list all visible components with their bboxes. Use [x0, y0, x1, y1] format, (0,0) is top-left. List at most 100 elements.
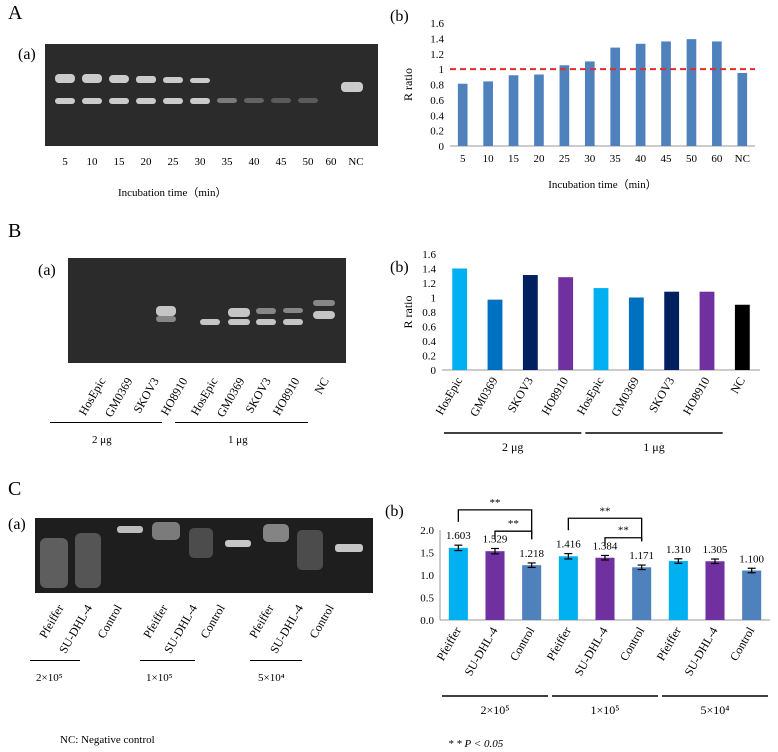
x-tick-label: Control — [507, 624, 538, 663]
x-tick-label: 5 — [460, 153, 466, 165]
gel-b-bands — [156, 300, 335, 325]
bar — [712, 41, 722, 147]
bar — [584, 61, 595, 146]
gel-image-c — [35, 518, 373, 593]
lane-label: HO8910 — [157, 375, 191, 418]
bar — [559, 65, 570, 146]
y-tick-label: 2.0 — [420, 525, 434, 537]
lane-label: 35 — [221, 156, 233, 168]
significance-note: * * P < 0.05 — [448, 738, 504, 750]
group-underline — [175, 422, 308, 423]
chart-c-ratio: (b) 0.0 0.5 1.0 1.5 2.0 1.603 Pfeiffer 1.529 SU-D… — [385, 497, 770, 717]
data-label: 1.218 — [519, 548, 544, 560]
bar — [668, 561, 688, 620]
lane-label: 15 — [113, 156, 125, 168]
panel-letter-a: A — [8, 2, 23, 24]
data-label: 1.100 — [739, 553, 764, 565]
y-tick-label: 0.8 — [430, 80, 444, 92]
bar — [487, 299, 503, 370]
bar — [686, 39, 697, 146]
gel-a-label: (a) — [18, 46, 36, 63]
bar — [632, 567, 652, 620]
lane-label: Pfeiffer — [139, 602, 171, 641]
bar — [734, 304, 750, 370]
bar — [448, 547, 468, 620]
lane-label: SU-DHL-4 — [161, 602, 201, 656]
gel-b-group-2: 1 μg — [228, 434, 248, 446]
x-tick-label: HO8910 — [538, 375, 571, 418]
lane-label: 30 — [194, 156, 206, 168]
bar — [737, 72, 748, 146]
x-tick-label: 15 — [508, 153, 520, 165]
lane-label: GM0369 — [213, 375, 248, 420]
panel-letter-b: B — [8, 220, 22, 242]
x-tick-label: 45 — [661, 153, 673, 165]
group-label: 2 μg — [502, 440, 523, 454]
lane-label: 20 — [140, 156, 152, 168]
x-tick-label: SKOV3 — [646, 375, 677, 415]
y-tick-label: 0.4 — [422, 336, 436, 348]
x-tick-label: NC — [727, 375, 747, 396]
data-label: 1.529 — [483, 533, 508, 545]
y-tick-label: 0.6 — [430, 95, 444, 107]
lane-label: SU-DHL-4 — [56, 602, 96, 656]
lane-label: Pfeiffer — [245, 602, 277, 641]
chart-panel-label: (b) — [385, 503, 404, 520]
group-underline — [30, 660, 80, 661]
y-tick-label: 0 — [439, 141, 445, 153]
y-tick-label: 1.0 — [420, 570, 434, 582]
panel-letter-c: C — [8, 478, 22, 500]
x-axis-label: Incubation time（min） — [548, 178, 656, 191]
y-tick-label: 1 — [431, 293, 437, 305]
x-tick-label: 40 — [635, 153, 647, 165]
bar — [558, 277, 574, 370]
x-tick-label: SU-DHL-4 — [681, 625, 720, 679]
y-tick-label: 0.2 — [430, 126, 444, 138]
lane-label: 10 — [86, 156, 98, 168]
bar — [558, 556, 578, 620]
group-label: 5×10⁴ — [701, 703, 730, 717]
y-tick-label: 0.5 — [420, 593, 434, 605]
bar — [457, 83, 468, 146]
bar — [699, 291, 715, 370]
chart-a-ratio: (b) R ratio 0 0.2 0.4 0.6 0.8 1 1.2 1.4 1.6 5 10 15 20… — [390, 8, 755, 191]
group-underline — [50, 422, 162, 423]
significance-bracket — [604, 537, 643, 546]
significance-bracket — [457, 509, 533, 540]
data-label: 1.310 — [666, 544, 691, 556]
data-label: 1.171 — [629, 550, 654, 562]
bar — [534, 74, 544, 146]
x-tick-label: 20 — [533, 153, 545, 165]
gel-a-lanes: 5 10 15 20 25 30 35 40 45 50 60 NC — [45, 156, 378, 170]
data-label: 1.416 — [556, 539, 581, 551]
data-label: 1.603 — [446, 530, 471, 542]
y-tick-label: 1.2 — [430, 49, 444, 61]
lane-label: HO8910 — [269, 375, 303, 418]
significance-bracket — [494, 530, 533, 540]
y-tick-label: 0.2 — [422, 351, 436, 363]
lane-label: SKOV3 — [242, 375, 275, 416]
gel-c-group-2: 1×10⁵ — [146, 672, 173, 684]
gel-c-group-3: 5×10⁴ — [258, 672, 285, 684]
nc-note: NC: Negative control — [60, 734, 155, 746]
lane-label: SU-DHL-4 — [267, 602, 307, 656]
gel-c-label: (a) — [8, 516, 26, 533]
x-tick-label: HosEpic — [432, 375, 465, 418]
lane-label: Control — [94, 602, 126, 641]
x-tick-label: 10 — [483, 153, 495, 165]
gel-b-group-1: 2 μg — [92, 434, 112, 446]
bar — [635, 43, 646, 146]
x-tick-label: GM0369 — [467, 375, 501, 420]
bar — [661, 41, 671, 147]
gel-a-xaxis: Incubation time（min） — [118, 187, 227, 199]
y-tick-label: 0.8 — [422, 307, 436, 319]
bar — [593, 288, 609, 370]
x-tick-label: Pfeiffer — [544, 625, 574, 664]
x-tick-label: Control — [727, 624, 758, 663]
gel-image-b — [68, 258, 346, 363]
y-tick-label: 1.4 — [430, 33, 444, 45]
bar — [705, 561, 725, 620]
bar — [508, 75, 519, 146]
bar — [522, 275, 538, 370]
bar — [595, 557, 615, 620]
